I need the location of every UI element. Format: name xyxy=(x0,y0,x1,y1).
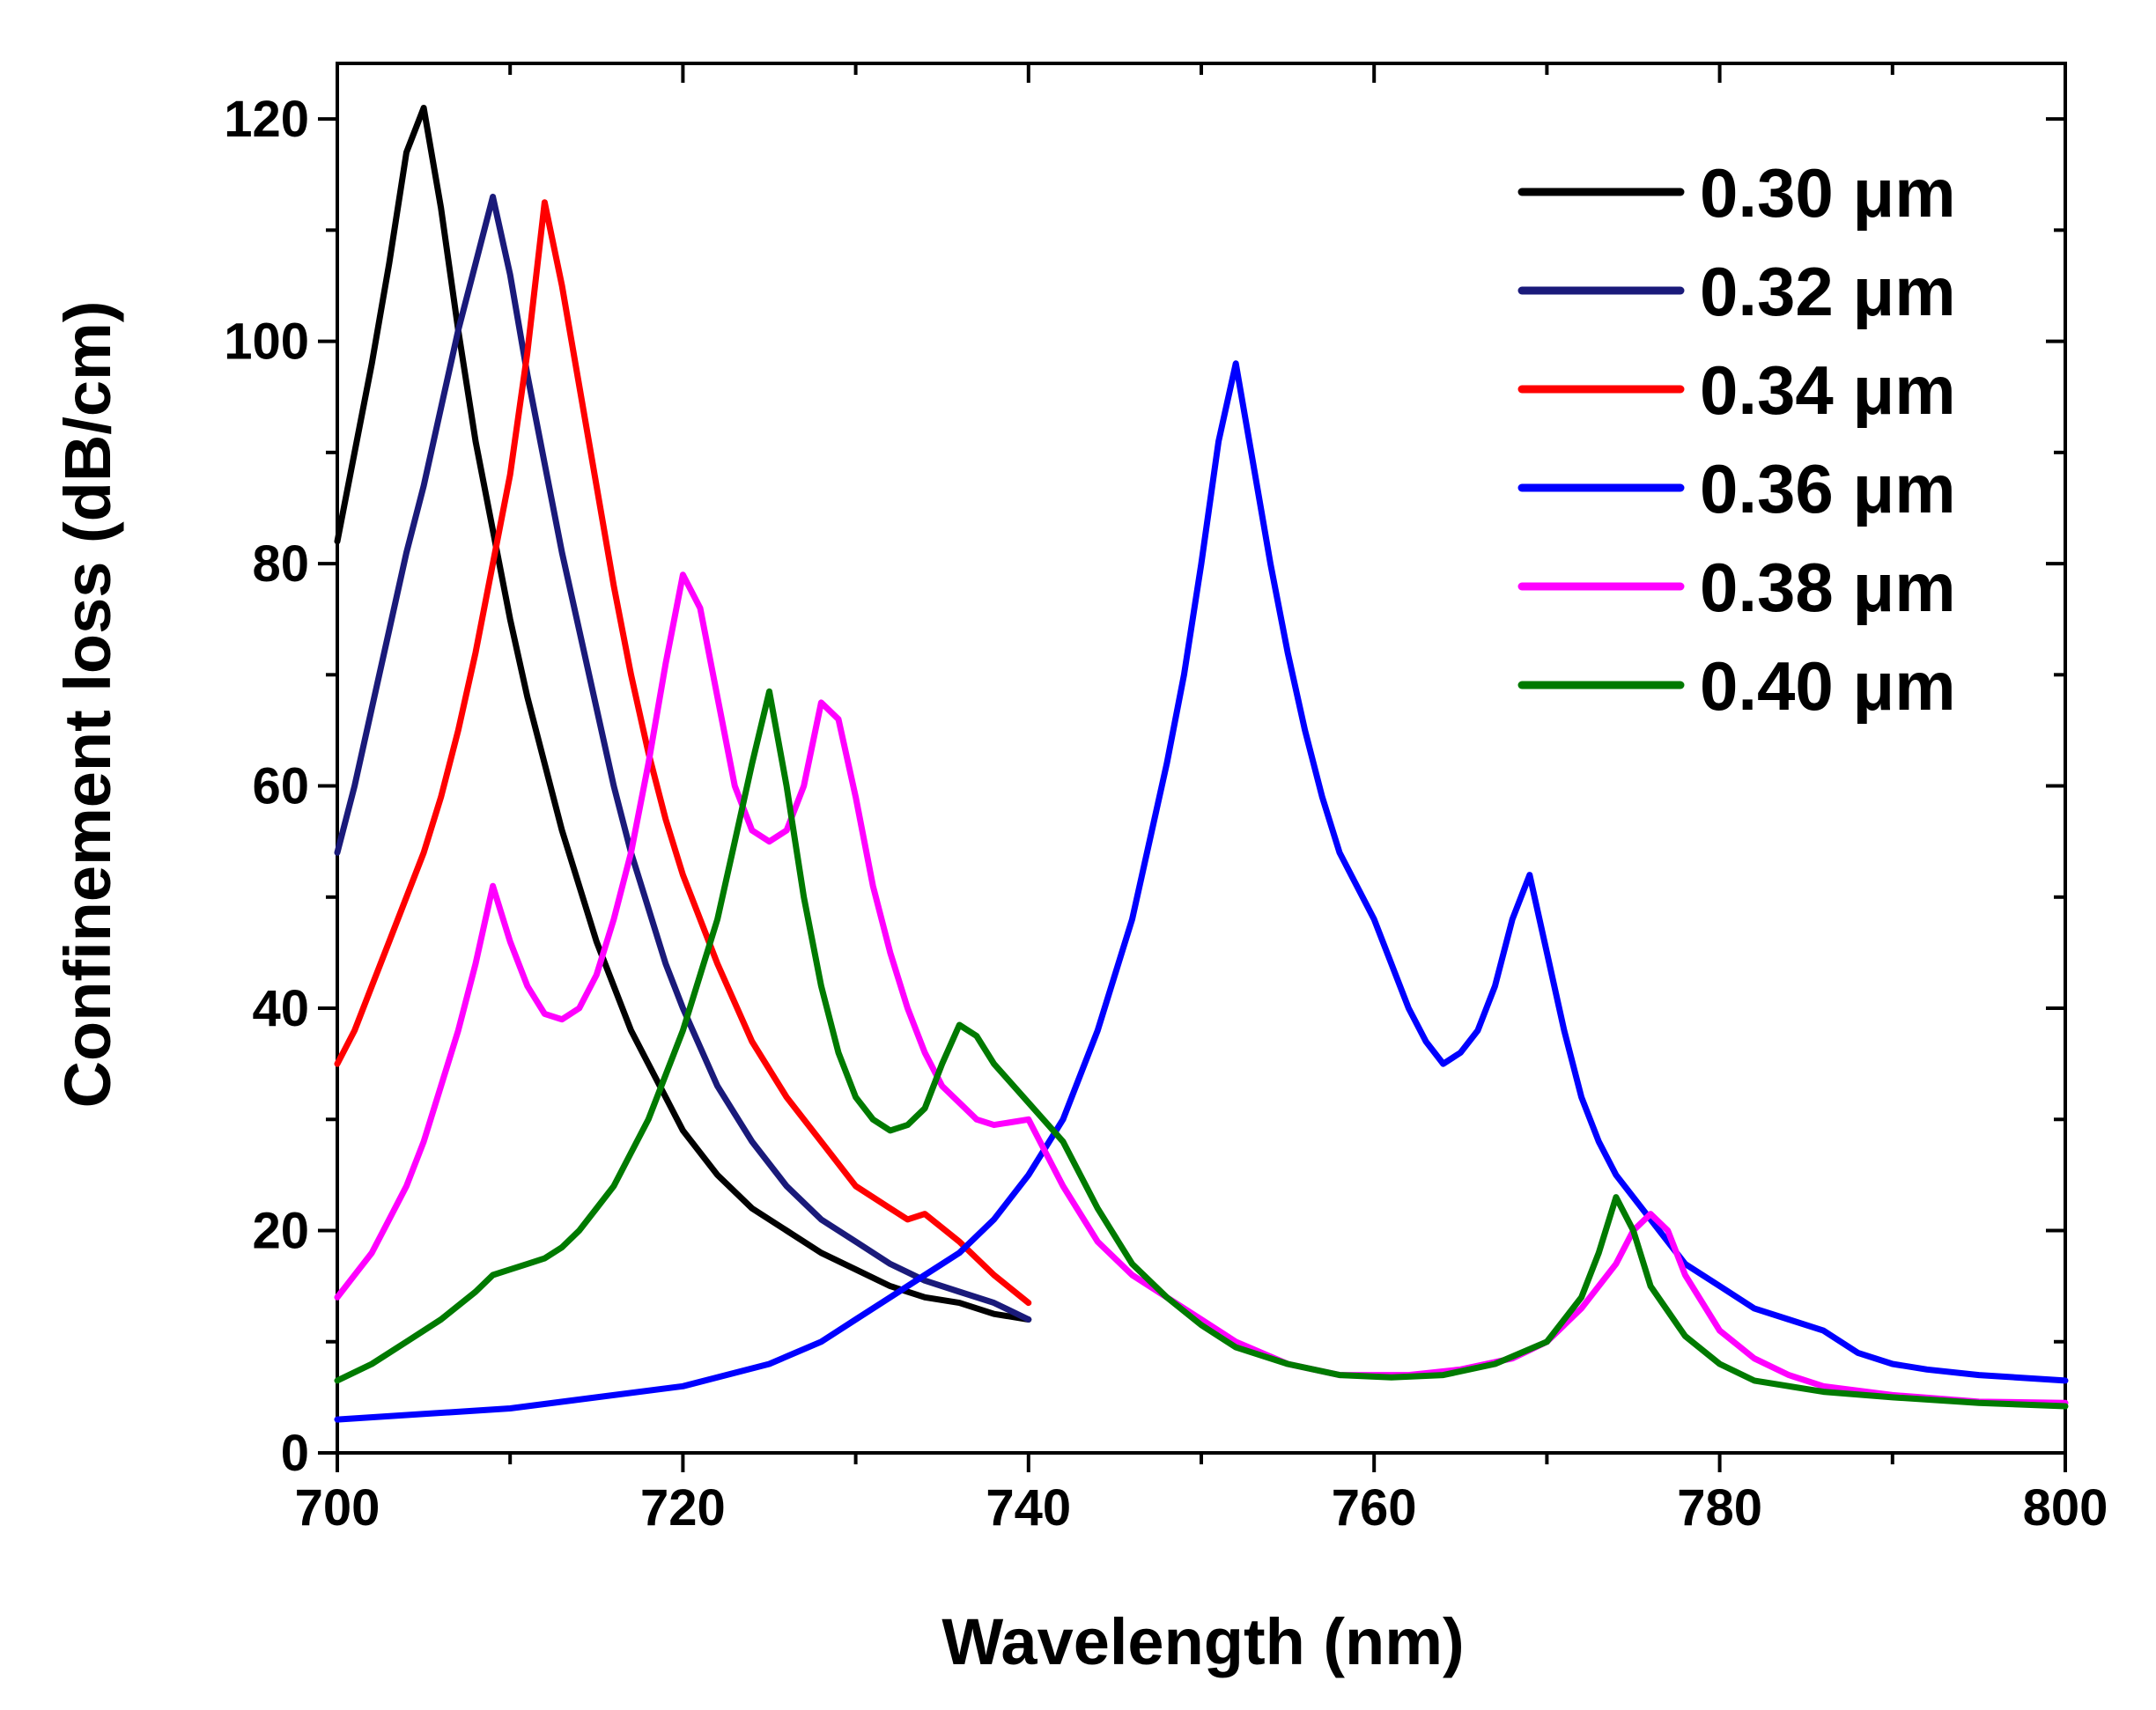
legend: 0.30 μm 0.32 μm 0.34 μm 0.36 μm 0.38 μm 0.40 … xyxy=(1517,154,1956,725)
y-axis-title: Confinement loss (dB/cm) xyxy=(51,301,124,1109)
axis-titles: Wavelength (nm) Confinement loss (dB/cm) xyxy=(51,301,1465,1678)
y-tick-label: 20 xyxy=(252,1203,309,1260)
y-tick-label: 60 xyxy=(252,758,309,815)
x-tick-label: 740 xyxy=(986,1479,1071,1537)
y-tick-label: 100 xyxy=(224,313,309,371)
legend-label-0: 0.30 μm xyxy=(1700,154,1956,232)
x-tick-label: 800 xyxy=(2023,1479,2108,1537)
legend-label-3: 0.36 μm xyxy=(1700,450,1956,527)
y-tick-label: 80 xyxy=(252,535,309,593)
series-lines xyxy=(334,105,2069,1423)
series-line-4 xyxy=(334,571,2069,1406)
series-line-0 xyxy=(334,105,1032,1323)
legend-label-2: 0.34 μm xyxy=(1700,351,1956,429)
x-tick-label: 720 xyxy=(640,1479,726,1537)
axis-ticks: 700 720 740 760 780 800 0 20 40 60 80 100 120 xyxy=(224,63,2108,1537)
x-tick-label: 760 xyxy=(1332,1479,1417,1537)
y-tick-label: 0 xyxy=(281,1425,309,1482)
series-line-1 xyxy=(334,194,1032,1323)
series-line-5 xyxy=(334,688,2069,1410)
legend-label-5: 0.40 μm xyxy=(1700,647,1956,725)
x-axis-title: Wavelength (nm) xyxy=(941,1605,1464,1678)
x-tick-label: 700 xyxy=(295,1479,380,1537)
y-tick-label: 40 xyxy=(252,980,309,1037)
y-tick-label: 120 xyxy=(224,91,309,148)
series-line-2 xyxy=(334,199,1032,1307)
legend-label-1: 0.32 μm xyxy=(1700,253,1956,330)
legend-label-4: 0.38 μm xyxy=(1700,549,1956,626)
series-line-3 xyxy=(334,360,2069,1423)
x-tick-label: 780 xyxy=(1677,1479,1762,1537)
